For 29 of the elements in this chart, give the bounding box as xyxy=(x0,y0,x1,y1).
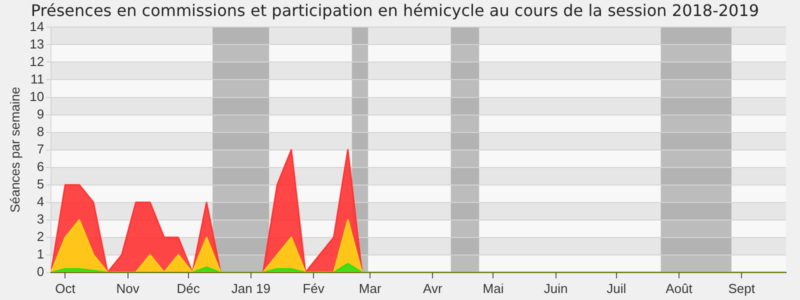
y-tick-label: 9 xyxy=(36,106,44,122)
y-tick-label: 13 xyxy=(30,36,44,52)
y-axis-title: Séances par semaine xyxy=(7,86,22,213)
x-tick-label: Oct xyxy=(55,280,76,296)
y-tick-label: 0 xyxy=(36,264,44,279)
x-tick-label: Mar xyxy=(358,280,382,296)
x-tick-label: Fév xyxy=(302,280,325,296)
y-tick-label: 8 xyxy=(36,124,44,139)
x-tick-label: Sept xyxy=(728,280,756,296)
chart-title: Présences en commissions et participation en hémicycle au cours de la session 2018-2019 xyxy=(30,0,760,20)
x-tick-label: Juin xyxy=(544,280,568,296)
x-tick-label: Déc xyxy=(176,280,200,296)
x-tick-label: Jan 19 xyxy=(231,280,270,296)
x-tick-label: Avr xyxy=(423,280,443,296)
y-tick-label: 5 xyxy=(36,176,44,192)
x-tick-label: Juil xyxy=(606,280,626,296)
x-tick-label: Août xyxy=(666,280,693,296)
y-tick-label: 10 xyxy=(30,88,44,104)
y-tick-label: 4 xyxy=(36,194,44,209)
y-tick-label: 14 xyxy=(30,18,44,34)
x-tick-label: Mai xyxy=(482,280,504,296)
y-tick-label: 7 xyxy=(36,141,44,156)
y-tick-label: 3 xyxy=(36,211,44,226)
y-tick-label: 11 xyxy=(30,71,44,86)
y-tick-label: 1 xyxy=(36,246,44,262)
x-tick-label: Nov xyxy=(116,280,140,296)
y-tick-label: 12 xyxy=(30,54,44,69)
y-tick-label: 6 xyxy=(36,158,44,174)
y-tick-label: 2 xyxy=(36,228,44,244)
